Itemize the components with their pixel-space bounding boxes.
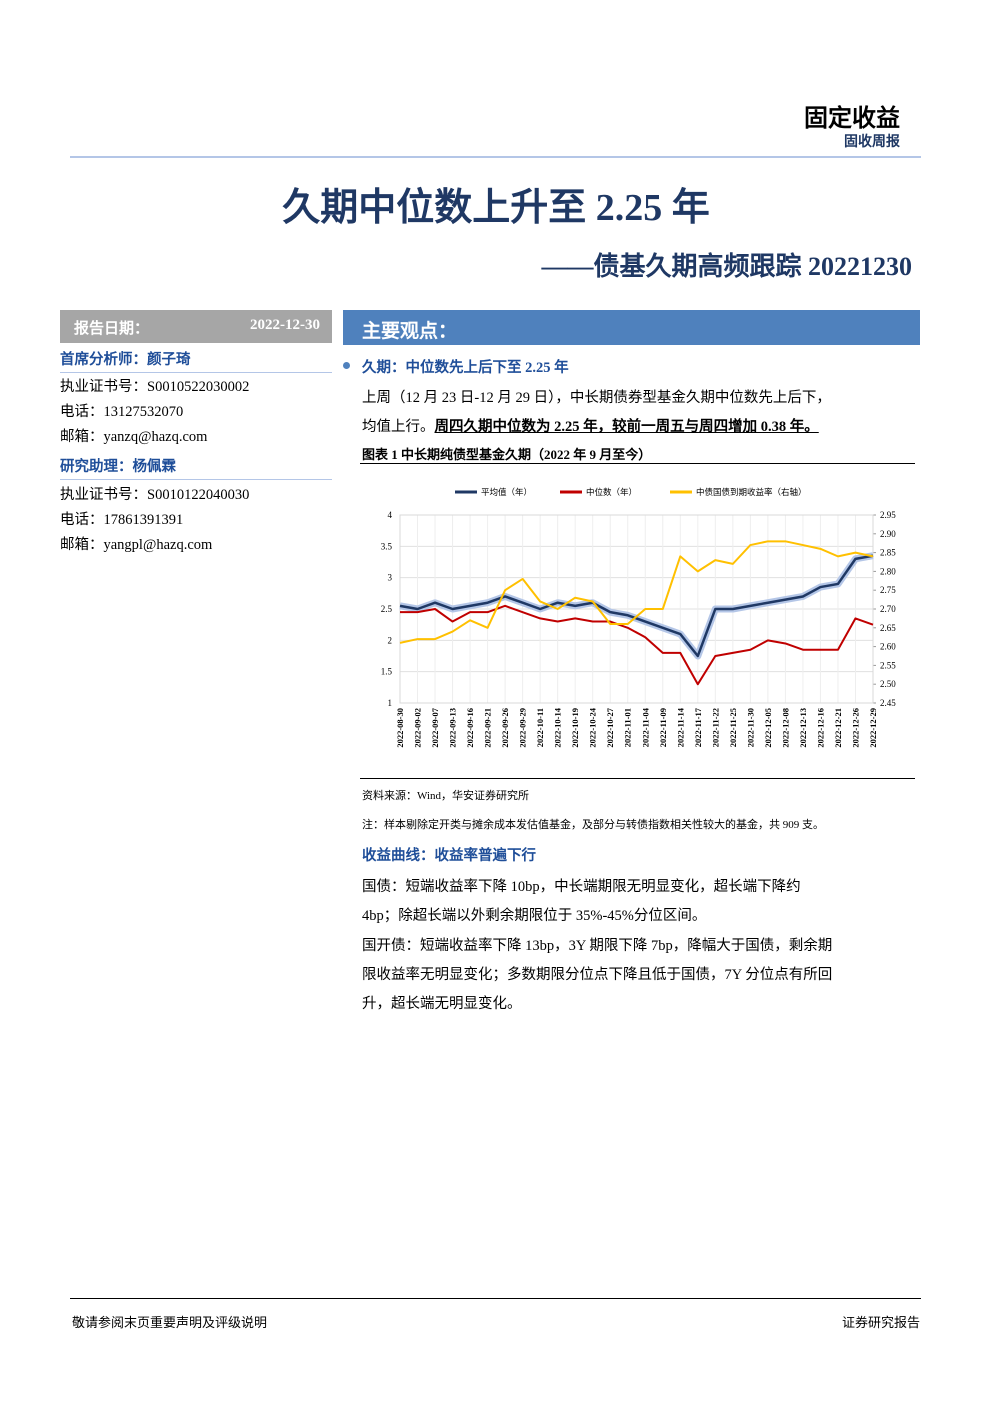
x-tick-label: 2022-11-22: [710, 708, 720, 747]
emphasis: 周四久期中位数为 2.25 年，较前一周五与周四增加 0.38 年。: [434, 419, 819, 435]
subtitle: ——债基久期高频跟踪 20221230: [541, 252, 912, 281]
x-tick-label: 2022-09-21: [483, 708, 493, 748]
y-tick-label: 4: [388, 510, 393, 520]
line: [400, 604, 874, 686]
x-tick-label: 2022-11-09: [658, 708, 668, 747]
paragraph: 上周（12 月 23 日-12 月 29 日），中长期债券型基金久期中位数先上后…: [362, 390, 831, 406]
title: 久期中位数上升至 2.25 年: [282, 187, 710, 229]
analyst-line: 电话：13127532070: [60, 404, 184, 420]
bullet-dot: [343, 362, 350, 369]
date: 2022-12-30: [250, 317, 320, 333]
x-tick-label: 2022-11-04: [640, 707, 650, 747]
bullet: 久期：中位数先上后下至 2.25 年: [362, 360, 569, 376]
text: 均值上行。: [362, 419, 435, 435]
x-tick-label: 2022-08-30: [395, 708, 405, 748]
source: 资料来源：Wind，华安证券研究所: [362, 790, 529, 802]
rule: [60, 372, 332, 373]
y-tick-label: 2: [388, 635, 393, 645]
rule: [70, 1298, 921, 1299]
x-tick-label: 2022-09-16: [465, 708, 475, 748]
date-label: 报告日期：: [74, 321, 150, 337]
y-tick-label: 2.5: [381, 604, 393, 614]
y2-tick-label: 2.90: [880, 529, 896, 539]
x-tick-label: 2022-09-13: [448, 708, 458, 748]
assistant: 研究助理：杨佩霖: [60, 459, 176, 475]
report-type: 固收周报: [844, 135, 900, 150]
x-tick-label: 2022-10-27: [605, 707, 615, 747]
y2-tick-label: 2.45: [880, 698, 896, 708]
y2-tick-label: 2.85: [880, 548, 896, 558]
assistant-line: 执业证书号：S0010122040030: [60, 487, 250, 503]
legend-label: 中位数（年）: [586, 487, 637, 497]
assistant-line: 电话：17861391391: [60, 512, 184, 528]
y2-tick-label: 2.60: [880, 642, 896, 652]
legend-label: 中债国债到期收益率（右轴）: [696, 487, 807, 497]
x-tick-label: 2022-12-13: [798, 708, 808, 748]
banner-text: 主要观点：: [362, 321, 458, 342]
paragraph: 国债：短端收益率下降 10bp，中长端期限无明显变化，超长端下降约: [362, 879, 801, 895]
x-tick-label: 2022-10-11: [535, 708, 545, 747]
y-tick-label: 1.5: [381, 667, 393, 677]
x-tick-label: 2022-09-02: [413, 708, 423, 748]
y2-tick-label: 2.95: [880, 510, 896, 520]
legend-label: 平均值（年）: [481, 487, 532, 497]
banner: [343, 310, 920, 345]
rule: [360, 463, 915, 464]
x-tick-label: 2022-09-07: [430, 707, 440, 747]
x-tick-label: 2022-11-01: [623, 708, 633, 747]
paragraph: 4bp；除超长端以外剩余期限位于 35%-45%分位区间。: [362, 908, 707, 924]
y2-tick-label: 2.70: [880, 604, 896, 614]
y2-tick-label: 2.65: [880, 623, 896, 633]
x-tick-label: 2022-12-21: [833, 708, 843, 748]
rule: [60, 479, 332, 480]
x-tick-label: 2022-10-24: [588, 707, 598, 747]
x-tick-label: 2022-10-19: [570, 708, 580, 748]
paragraph: 限收益率无明显变化；多数期限分位点下降且低于国债，7Y 分位点有所回: [362, 967, 833, 983]
x-tick-label: 2022-12-08: [780, 708, 790, 748]
paragraph: 均值上行。周四久期中位数为 2.25 年，较前一周五与周四增加 0.38 年。: [362, 415, 819, 436]
analyst-line: 邮箱：yanzq@hazq.com: [60, 429, 208, 445]
y-tick-label: 3.5: [381, 541, 393, 551]
x-tick-label: 2022-09-29: [518, 708, 528, 748]
assistant-line: 邮箱：yangpl@hazq.com: [60, 537, 213, 553]
footer-left: 敬请参阅末页重要声明及评级说明: [72, 1315, 268, 1330]
x-tick-label: 2022-12-29: [868, 708, 878, 748]
y-tick-label: 3: [388, 573, 393, 583]
analyst-line: 执业证书号：S0010522030002: [60, 379, 250, 395]
chart: 1 1.5 2 2.5 3 3.5 4 2.45 2.50 2.55 2.60 2.65 2.70 2.7…: [381, 487, 897, 748]
paragraph: 国开债：短端收益率下降 13bp，3Y 期限下降 7bp，降幅大于国债，剩余期: [362, 938, 833, 954]
x-tick-label: 2022-11-25: [728, 708, 738, 747]
x-tick-label: 2022-12-26: [850, 708, 860, 748]
line: [399, 540, 874, 644]
y2-tick-label: 2.50: [880, 679, 896, 689]
x-tick-label: 2022-09-26: [500, 708, 510, 748]
x-tick-label: 2022-12-16: [815, 708, 825, 748]
x-tick-label: 2022-11-30: [745, 708, 755, 747]
y2-tick-label: 2.75: [880, 585, 896, 595]
note: 注：样本剔除定开类与摊余成本发估值基金，及部分与转债指数相关性较大的基金，共 9…: [362, 819, 824, 831]
figure-caption: 图表 1 中长期纯债型基金久期（2022 年 9 月至今）: [362, 447, 652, 462]
section: 固定收益: [804, 106, 900, 132]
rule: [360, 778, 915, 779]
line: [399, 554, 874, 658]
y2-tick-label: 2.80: [880, 566, 896, 576]
y2-tick-label: 2.55: [880, 660, 896, 670]
y-tick-label: 1: [388, 698, 393, 708]
analyst: 首席分析师：颜子琦: [60, 352, 191, 368]
section-heading: 收益曲线：收益率普遍下行: [362, 848, 536, 864]
x-tick-label: 2022-11-14: [675, 707, 685, 747]
x-tick-label: 2022-12-05: [763, 708, 773, 748]
x-tick-label: 2022-10-14: [553, 707, 563, 747]
date-box: [60, 310, 332, 343]
paragraph: 升，超长端无明显变化。: [362, 996, 522, 1012]
rule: [70, 156, 921, 158]
footer-right: 证券研究报告: [841, 1315, 920, 1330]
x-tick-label: 2022-11-17: [693, 707, 703, 747]
